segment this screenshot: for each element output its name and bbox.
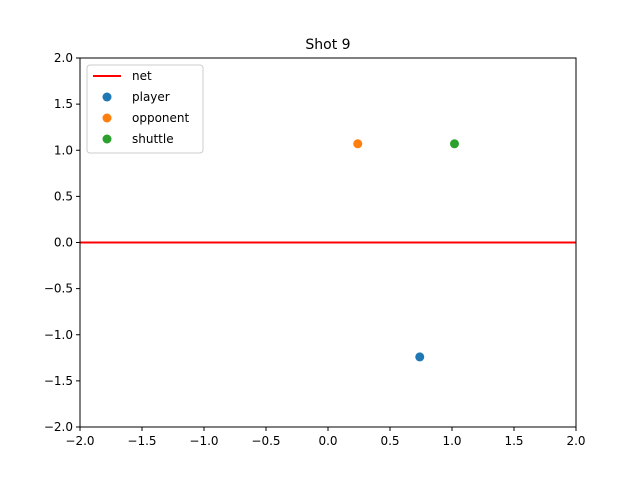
y-tick-label: 1.5 (54, 97, 73, 111)
legend-opponent-swatch (102, 113, 112, 123)
opponent-point (353, 139, 363, 149)
x-tick-label: 0.5 (380, 434, 399, 448)
player-point (415, 352, 425, 362)
legend-shuttle-swatch (102, 134, 112, 144)
x-tick-label: 1.0 (442, 434, 461, 448)
legend-opponent-label: opponent (132, 111, 190, 125)
x-tick-label: −1.5 (127, 434, 156, 448)
shuttle-point (449, 139, 459, 149)
legend-box (86, 64, 204, 154)
y-tick-label: −2.0 (44, 420, 73, 434)
x-tick-label: 0.0 (318, 434, 337, 448)
legend-shuttle-label: shuttle (132, 132, 174, 146)
x-axis: −2.0 −1.5 −1.0 −0.5 0.0 0.5 1.0 1.5 2.0 (65, 427, 586, 448)
x-tick-label: 2.0 (566, 434, 585, 448)
y-tick-label: 0.0 (54, 236, 73, 250)
y-tick-label: 2.0 (54, 51, 73, 65)
legend-player-swatch (102, 92, 112, 102)
y-axis: −2.0 −1.5 −1.0 −0.5 0.0 0.5 1.0 1.5 2.0 (44, 51, 80, 434)
legend-net-label: net (132, 69, 152, 83)
x-tick-label: −1.0 (189, 434, 218, 448)
legend: net player opponent shuttle (86, 64, 204, 154)
x-tick-label: −0.5 (251, 434, 280, 448)
y-tick-label: −1.0 (44, 328, 73, 342)
y-tick-label: 0.5 (54, 189, 73, 203)
y-tick-label: 1.0 (54, 143, 73, 157)
chart-title: Shot 9 (305, 37, 350, 53)
x-tick-label: 1.5 (504, 434, 523, 448)
x-tick-label: −2.0 (65, 434, 94, 448)
y-tick-label: −1.5 (44, 374, 73, 388)
y-tick-label: −0.5 (44, 282, 73, 296)
legend-player-label: player (132, 90, 170, 104)
